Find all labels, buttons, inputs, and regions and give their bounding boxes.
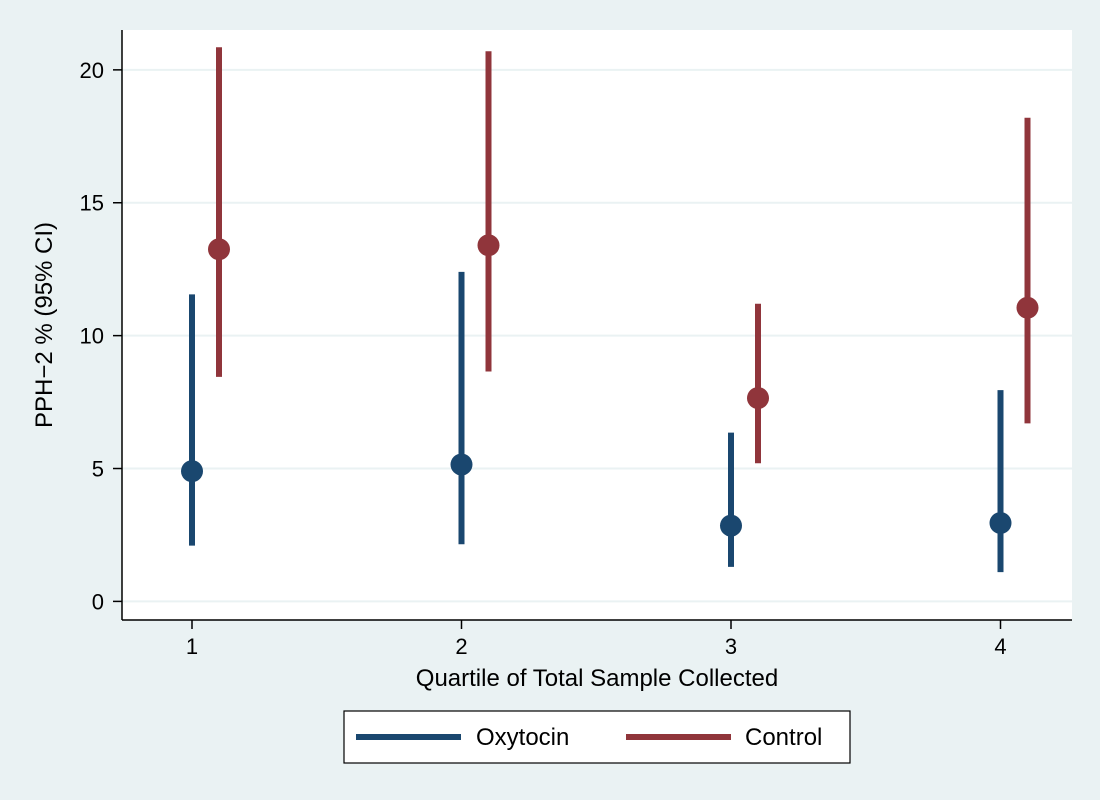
legend-label-oxytocin: Oxytocin: [476, 724, 569, 751]
y-tick-label-4: 20: [80, 58, 104, 83]
legend-label-control: Control: [745, 724, 822, 751]
legend: Oxytocin Control: [343, 710, 851, 764]
x-tick-label-0: 1: [186, 634, 198, 659]
x-axis-ticks: 1 2 3 4: [186, 620, 1007, 659]
point-control-4: [1016, 296, 1039, 319]
point-control-2: [477, 234, 500, 257]
point-estimates: [181, 234, 1039, 537]
x-tick-label-3: 4: [994, 634, 1006, 659]
x-axis-title: Quartile of Total Sample Collected: [416, 665, 778, 692]
point-control-3: [747, 387, 769, 410]
x-tick-label-1: 2: [455, 634, 467, 659]
y-tick-label-1: 5: [92, 457, 104, 482]
y-axis-ticks: 0 5 10 15 20: [80, 58, 122, 614]
point-oxytocin-3: [720, 514, 742, 537]
x-tick-label-2: 3: [725, 634, 737, 659]
y-axis-title: PPH−2 % (95% CI): [31, 222, 58, 428]
point-oxytocin-1: [181, 460, 203, 483]
point-control-1: [208, 238, 230, 261]
confidence-intervals: [189, 47, 1031, 573]
point-oxytocin-2: [450, 453, 473, 476]
y-tick-label-2: 10: [80, 324, 104, 349]
gridlines: [122, 68, 1072, 603]
y-tick-label-0: 0: [92, 589, 104, 614]
plot-area: [122, 30, 1072, 620]
point-oxytocin-4: [989, 511, 1012, 534]
y-tick-label-3: 15: [80, 191, 104, 216]
